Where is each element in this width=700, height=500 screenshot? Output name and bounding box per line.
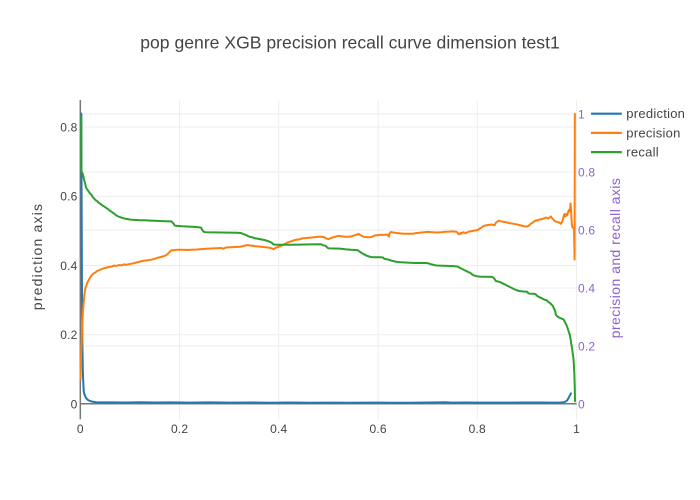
svg-text:1: 1 xyxy=(573,422,580,436)
svg-text:precision: precision xyxy=(626,125,680,140)
svg-text:0.8: 0.8 xyxy=(60,120,77,134)
svg-text:recall: recall xyxy=(626,145,659,160)
svg-text:pop genre XGB precision recall: pop genre XGB precision recall curve dim… xyxy=(140,33,560,53)
svg-text:0.6: 0.6 xyxy=(60,190,77,204)
svg-text:0.8: 0.8 xyxy=(469,422,486,436)
svg-text:0.2: 0.2 xyxy=(60,328,77,342)
svg-text:prediction: prediction xyxy=(626,106,685,121)
svg-text:0.4: 0.4 xyxy=(270,422,287,436)
svg-text:1: 1 xyxy=(578,107,585,121)
svg-text:0: 0 xyxy=(77,422,84,436)
svg-text:precision and recall axis: precision and recall axis xyxy=(607,178,623,339)
svg-text:0.4: 0.4 xyxy=(578,281,595,295)
svg-text:0.6: 0.6 xyxy=(578,223,595,237)
svg-text:0.4: 0.4 xyxy=(60,259,77,273)
svg-text:0.2: 0.2 xyxy=(578,339,595,353)
svg-text:0: 0 xyxy=(71,397,78,411)
svg-text:0.6: 0.6 xyxy=(369,422,386,436)
svg-text:0.2: 0.2 xyxy=(171,422,188,436)
svg-text:0.8: 0.8 xyxy=(578,165,595,179)
svg-text:prediction axis: prediction axis xyxy=(29,203,45,311)
svg-text:0: 0 xyxy=(578,397,585,411)
